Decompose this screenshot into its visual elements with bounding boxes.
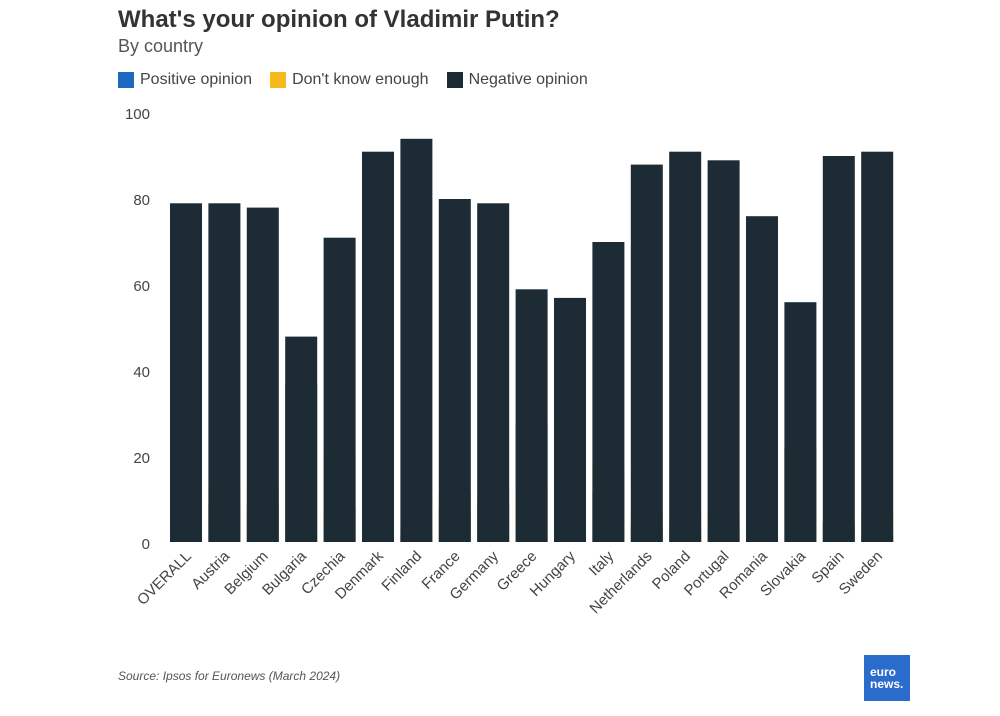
bar-segment — [861, 151, 894, 542]
x-tick-label: Italy — [586, 547, 618, 579]
logo-line2: news. — [870, 677, 904, 691]
bar-segment — [438, 199, 471, 542]
y-tick-label: 20 — [133, 450, 150, 467]
bar-segment — [170, 203, 202, 543]
logo-line1: euro — [870, 665, 897, 679]
y-tick-label: 100 — [125, 106, 150, 123]
legend-swatch-negative — [446, 72, 463, 88]
legend-item-dont-know: Don't know enough — [270, 71, 429, 89]
y-tick-label: 60 — [133, 278, 150, 295]
bar-segment — [246, 207, 279, 542]
data-label: 80 — [448, 118, 462, 133]
data-label: 70 — [601, 118, 615, 133]
x-tick-label: Sweden — [836, 548, 886, 598]
data-label: 91 — [870, 118, 884, 133]
data-label: 79 — [217, 118, 231, 133]
legend-item-negative: Negative opinion — [446, 71, 588, 89]
bar-segment — [630, 164, 663, 542]
legend-label-dont-know: Don't know enough — [292, 71, 429, 88]
data-label: 88 — [640, 118, 654, 133]
data-label: 76 — [755, 118, 769, 133]
data-label: 91 — [678, 118, 692, 133]
bar-segment — [784, 302, 817, 542]
data-label: 56 — [793, 118, 807, 133]
legend: Positive opinion Don't know enough Negat… — [118, 71, 606, 89]
y-tick-label: 0 — [142, 536, 150, 553]
x-tick-label: OVERALL — [134, 548, 195, 609]
data-label: 79 — [179, 118, 193, 133]
data-label: 57 — [563, 118, 577, 133]
bar-segment — [592, 242, 625, 542]
bar-segment — [707, 160, 740, 543]
y-tick-label: 40 — [133, 364, 150, 381]
bar-segment — [208, 203, 241, 543]
legend-label-negative: Negative opinion — [468, 71, 588, 88]
data-label: 94 — [409, 118, 424, 133]
chart-subtitle: By country — [118, 36, 204, 56]
data-label: 79 — [486, 118, 500, 133]
bar-segment — [554, 297, 586, 542]
data-label: 91 — [371, 118, 385, 133]
bar-segment — [669, 151, 702, 542]
legend-swatch-dont-know — [270, 72, 287, 88]
data-label: 78 — [256, 118, 270, 133]
data-label: 48 — [294, 118, 308, 133]
legend-item-positive: Positive opinion — [118, 71, 252, 89]
bar-segment — [323, 237, 356, 542]
bar-segment — [477, 203, 510, 543]
bar-segment — [746, 216, 778, 542]
bar-segment — [362, 151, 394, 542]
euronews-logo: euro news. — [864, 655, 910, 701]
bar-segment — [515, 289, 548, 542]
data-label: 89 — [716, 118, 730, 133]
data-label: 90 — [832, 118, 846, 133]
bar-segment — [285, 336, 318, 542]
data-label: 71 — [332, 118, 346, 133]
x-tick-label: Finland — [378, 548, 425, 595]
legend-label-positive: Positive opinion — [140, 71, 253, 88]
source-note: Source: Ipsos for Euronews (March 2024) — [118, 669, 341, 683]
bar-segment — [822, 156, 855, 542]
data-label: 59 — [524, 118, 538, 133]
bar-segment — [400, 138, 433, 543]
chart-title: What's your opinion of Vladimir Putin? — [118, 6, 560, 33]
legend-swatch-positive — [118, 72, 134, 88]
y-tick-label: 80 — [133, 192, 150, 209]
